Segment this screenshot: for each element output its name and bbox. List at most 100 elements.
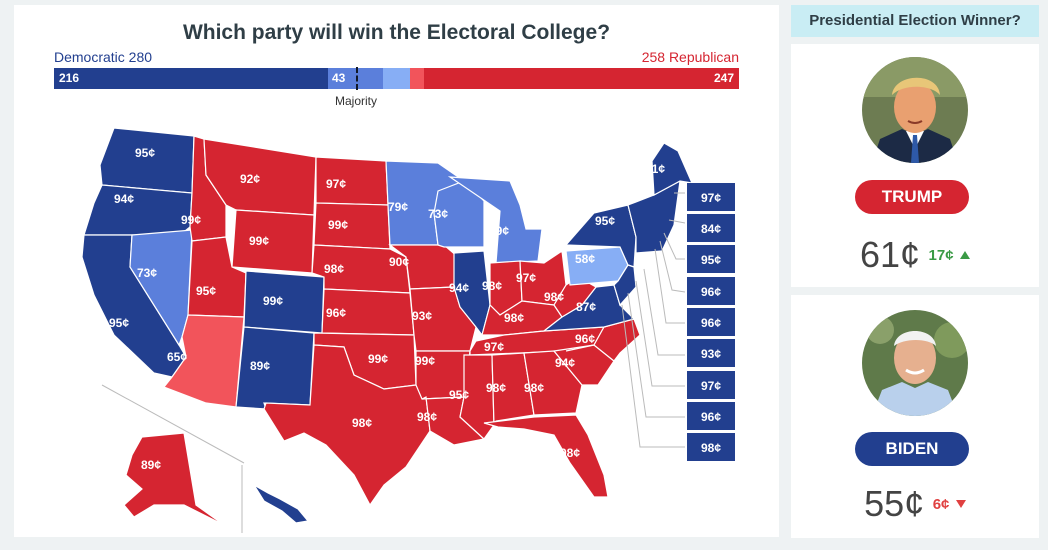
- state-price-mn: 79¢: [388, 200, 408, 214]
- state-price-nd: 97¢: [326, 177, 346, 191]
- state-tx[interactable]: [263, 344, 431, 507]
- candidate-card-biden[interactable]: BIDEN 55¢ 6¢: [791, 295, 1039, 538]
- state-price-ok: 99¢: [368, 352, 388, 366]
- ne-box[interactable]: [687, 339, 735, 367]
- ne-box-label: 96¢: [701, 316, 721, 330]
- electoral-vote-bar: 216 43 247: [54, 68, 739, 89]
- state-price-ne: 98¢: [324, 262, 344, 276]
- state-price-oh: 97¢: [516, 271, 536, 285]
- state-ak[interactable]: [123, 432, 225, 526]
- state-wv[interactable]: [553, 276, 597, 318]
- state-az[interactable]: [163, 314, 245, 408]
- state-price-mt: 92¢: [240, 172, 260, 186]
- candidate-card-trump[interactable]: TRUMP 61¢ 17¢: [791, 44, 1039, 287]
- state-price-id: 99¢: [181, 213, 201, 227]
- state-nj-md-de[interactable]: [613, 264, 637, 307]
- dem-solid-segment[interactable]: 216: [54, 68, 328, 89]
- biden-button[interactable]: BIDEN: [855, 432, 969, 466]
- state-il[interactable]: [453, 250, 491, 337]
- state-co[interactable]: [243, 270, 325, 334]
- sidebar-heading: Presidential Election Winner?: [791, 5, 1039, 37]
- state-price-ny: 95¢: [595, 214, 615, 228]
- ne-box[interactable]: [687, 371, 735, 399]
- arrow-down-icon: [955, 500, 966, 508]
- state-price-ut: 95¢: [196, 284, 216, 298]
- state-wy[interactable]: [231, 209, 315, 274]
- state-ny[interactable]: [564, 204, 637, 268]
- state-price-ky: 98¢: [504, 311, 524, 325]
- state-fl[interactable]: [483, 414, 609, 498]
- state-price-tx: 98¢: [352, 416, 372, 430]
- ne-box[interactable]: [687, 308, 735, 336]
- state-price-wa: 95¢: [135, 146, 155, 160]
- state-hi[interactable]: [253, 484, 310, 524]
- state-price-fl: 98¢: [560, 446, 580, 460]
- northeast-price-boxes: 97¢ 84¢ 95¢ 96¢ 96¢ 93¢ 97¢ 96¢ 98¢: [687, 183, 735, 461]
- electoral-college-panel: Which party will win the Electoral Colle…: [14, 5, 779, 537]
- state-nc[interactable]: [565, 318, 641, 362]
- state-price-pa: 58¢: [575, 252, 595, 266]
- ne-box-label: 96¢: [701, 285, 721, 299]
- trump-button[interactable]: TRUMP: [855, 180, 969, 214]
- state-price-ks: 96¢: [326, 306, 346, 320]
- ne-box-label: 96¢: [701, 410, 721, 424]
- ne-box[interactable]: [687, 433, 735, 461]
- biden-price-change: 6¢: [932, 495, 950, 513]
- ne-box[interactable]: [687, 214, 735, 242]
- state-nm[interactable]: [235, 326, 315, 410]
- state-price-labels: 95¢ 94¢ 95¢ 73¢ 99¢ 92¢ 99¢ 95¢ 65¢ 99¢ …: [109, 146, 665, 472]
- state-mi[interactable]: [447, 176, 543, 264]
- ne-box-label: 97¢: [701, 191, 721, 205]
- state-price-wv: 98¢: [544, 290, 564, 304]
- state-price-az: 65¢: [167, 350, 187, 364]
- trump-price: 61¢: [859, 234, 921, 275]
- state-price-nm: 89¢: [250, 359, 270, 373]
- dem-lean-segment[interactable]: 43: [328, 68, 383, 89]
- state-price-ia: 90¢: [389, 255, 409, 269]
- ne-box-label: 97¢: [701, 379, 721, 393]
- rep-lean-segment[interactable]: [410, 68, 424, 89]
- ne-box[interactable]: [687, 245, 735, 273]
- state-price-il: 94¢: [449, 281, 469, 295]
- ne-box-label: 95¢: [701, 253, 721, 267]
- state-price-nv: 73¢: [137, 266, 157, 280]
- democratic-total-label: Democratic 280: [54, 49, 153, 65]
- state-price-mo: 93¢: [412, 309, 432, 323]
- state-price-ms: 95¢: [449, 388, 469, 402]
- state-price-va: 87¢: [576, 300, 596, 314]
- ne-box-label: 93¢: [701, 347, 721, 361]
- dem-tilt-segment[interactable]: [383, 68, 410, 89]
- biden-price-row: 55¢ 6¢: [791, 483, 1039, 525]
- state-price-nc: 96¢: [575, 332, 595, 346]
- state-price-ca: 95¢: [109, 316, 129, 330]
- arrow-up-icon: [960, 251, 970, 259]
- state-al[interactable]: [491, 352, 535, 426]
- ne-box[interactable]: [687, 402, 735, 430]
- trump-price-change: 17¢: [928, 246, 954, 264]
- state-price-al: 98¢: [486, 381, 506, 395]
- state-price-me: 91¢: [645, 162, 665, 176]
- state-sd[interactable]: [313, 202, 391, 250]
- state-ga[interactable]: [523, 350, 583, 416]
- biden-avatar: [862, 310, 968, 416]
- dem-lean-count: 43: [332, 71, 346, 85]
- state-me[interactable]: [651, 142, 693, 196]
- state-price-la: 98¢: [417, 410, 437, 424]
- ne-box-label: 84¢: [701, 222, 721, 236]
- dem-solid-count: 216: [59, 71, 80, 85]
- ne-box-label: 98¢: [701, 441, 721, 455]
- biden-price: 55¢: [864, 483, 925, 524]
- ne-box[interactable]: [687, 277, 735, 305]
- majority-label: Majority: [334, 94, 378, 108]
- state-price-sc: 94¢: [555, 356, 575, 370]
- state-wa[interactable]: [99, 127, 195, 194]
- state-or[interactable]: [83, 184, 193, 236]
- rep-solid-segment[interactable]: 247: [424, 68, 739, 89]
- us-electoral-map: 97¢ 84¢ 95¢ 96¢ 96¢ 93¢ 97¢ 96¢ 98¢ 95¢ …: [81, 127, 735, 533]
- state-price-mi: 69¢: [489, 224, 509, 238]
- state-price-sd: 99¢: [328, 218, 348, 232]
- ne-box[interactable]: [687, 183, 735, 211]
- state-price-ak: 89¢: [141, 458, 161, 472]
- state-price-in: 98¢: [482, 279, 502, 293]
- trump-price-row: 61¢ 17¢: [791, 234, 1039, 276]
